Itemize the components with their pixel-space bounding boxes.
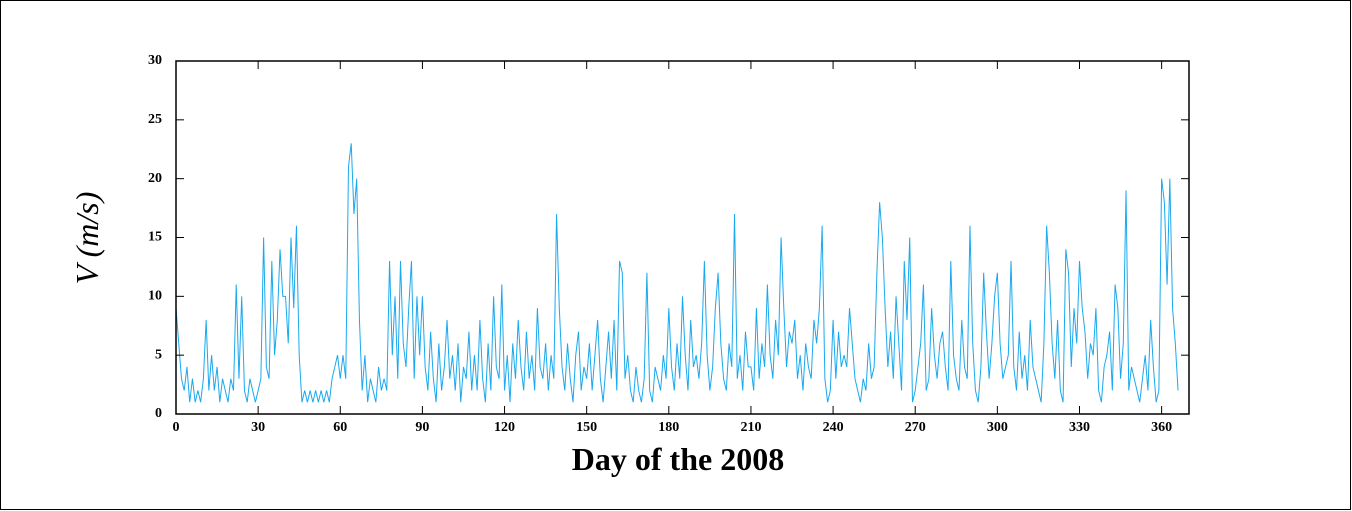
data-line [175,143,1179,403]
x-tick-label: 360 [1151,420,1172,435]
x-tick-label: 30 [251,420,265,435]
x-tick-label: 210 [740,420,761,435]
y-tick-label: 30 [148,53,162,68]
y-tick-label: 0 [155,406,162,421]
x-tick-label: 120 [494,420,515,435]
y-tick-label: 10 [148,289,162,304]
x-tick-label: 150 [576,420,597,435]
x-tick-label: 60 [333,420,347,435]
y-tick-label: 25 [148,112,162,127]
x-tick-label: 90 [415,420,429,435]
y-tick-label: 5 [155,347,162,362]
x-axis-label: Day of the 2008 [572,441,784,477]
y-axis-label: V (m/s) [69,192,105,285]
x-tick-label: 270 [905,420,926,435]
x-tick-label: 300 [987,420,1008,435]
x-tick-label: 180 [658,420,679,435]
y-tick-label: 20 [148,171,162,186]
x-tick-label: 0 [173,420,180,435]
x-tick-label: 330 [1069,420,1090,435]
x-tick-label: 240 [823,420,844,435]
y-tick-label: 15 [148,230,162,245]
